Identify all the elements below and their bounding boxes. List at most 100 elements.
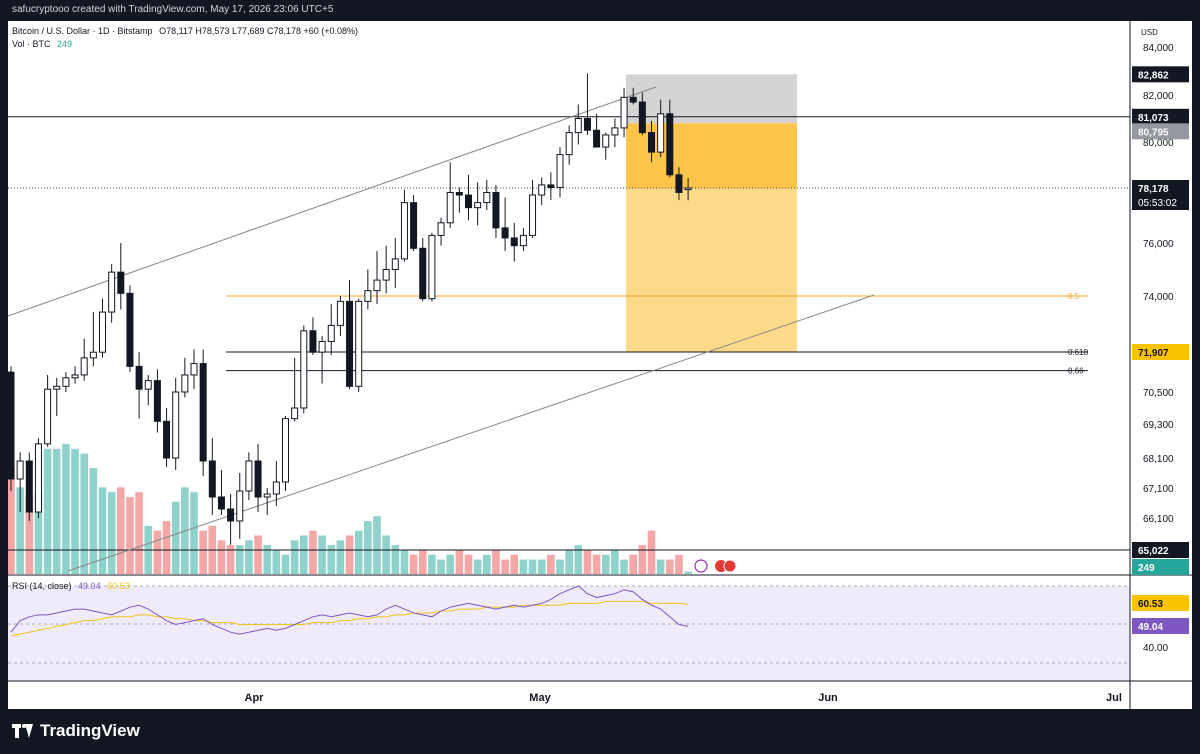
candle-body (318, 340, 326, 353)
channel-lower-line (67, 294, 875, 572)
rsi-legend-value: 49.04 (78, 581, 101, 591)
volume-bar (80, 453, 88, 574)
candle-body (217, 496, 225, 510)
candle-body (483, 192, 491, 204)
volume-bar (52, 448, 61, 574)
volume-bar (611, 549, 619, 574)
volume-bar (354, 530, 363, 574)
volume-bar (666, 559, 674, 574)
price-tick-label: 84,000 (1143, 43, 1174, 54)
ohlc-values: O78,117 H78,573 L77,689 C78,178 +60 (+0.… (159, 26, 359, 36)
volume-bar (62, 444, 70, 574)
candle-body (657, 113, 665, 153)
currency-label: USD (1141, 28, 1158, 37)
candle-body (400, 202, 408, 260)
footer-bar: TradingView (0, 709, 1200, 754)
candle-body (108, 271, 116, 313)
symbol-title[interactable]: Bitcoin / U.S. Dollar · 1D · Bitstamp (12, 26, 153, 36)
candle-body (117, 271, 125, 294)
candle-body (53, 385, 61, 390)
channel-upper-line (8, 86, 657, 317)
hline-price-badge-bg (1132, 108, 1189, 125)
volume-bar (117, 487, 125, 574)
volume-label[interactable]: Vol · BTC (12, 39, 51, 49)
volume-bar (364, 521, 372, 574)
price-tick-label: 68,100 (1143, 454, 1174, 465)
target-price-badge-bg (1132, 66, 1189, 83)
candle-body (245, 460, 253, 492)
rsi-legend[interactable]: RSI (14, close) 49.04 60.53 (12, 581, 130, 591)
brand[interactable]: TradingView (12, 721, 140, 741)
x-axis-label: May (529, 692, 551, 704)
candle-body (620, 96, 628, 129)
volume-bar (583, 549, 592, 574)
rsi-label: RSI (14, close) (12, 581, 72, 591)
volume-bar (98, 487, 107, 574)
candle-body (675, 174, 683, 193)
volume-bar (537, 559, 546, 574)
candle-body (602, 134, 610, 148)
volume-bar (281, 554, 290, 574)
volume-bar (428, 554, 436, 574)
fib-level-label: 0.618 (1068, 348, 1089, 357)
candle-body (373, 279, 381, 292)
volume-bar (620, 559, 628, 574)
x-axis-label: Jun (818, 692, 838, 704)
candle-body (135, 365, 143, 390)
candle-body (629, 96, 637, 103)
rsi-tick-label: 40.00 (1143, 643, 1168, 654)
volume-bar (263, 545, 271, 574)
us-economic-event-icon (715, 560, 727, 572)
candle-body (510, 237, 518, 247)
volume-bar (245, 540, 253, 574)
candle-body (346, 300, 354, 387)
candle-body (336, 300, 344, 326)
volume-bar (629, 554, 637, 574)
volume-bar (254, 535, 262, 574)
rsi-badge-bg (1132, 618, 1189, 634)
candle-body (16, 460, 24, 480)
price-chart[interactable]: 0.5 0.618 0.66 USD 84,000 82,000 80,000 76,000 7… (8, 21, 1192, 709)
volume-bar (190, 492, 198, 574)
candle-body (236, 490, 244, 522)
volume-bar (418, 549, 427, 574)
volume-bar (318, 535, 326, 574)
candle-body (583, 118, 591, 131)
candle-body (80, 357, 88, 376)
volume-bar (601, 554, 610, 574)
candle-body (153, 380, 161, 422)
entry-price-badge-bg (1132, 123, 1189, 140)
volume-bar (89, 468, 98, 574)
candle-body (199, 363, 207, 462)
volume-bar (656, 559, 665, 574)
candle-body (355, 300, 363, 387)
candle-body (44, 388, 52, 445)
candle-body (410, 202, 418, 249)
candle-body (455, 192, 463, 196)
price-tick-label: 67,100 (1143, 484, 1174, 495)
volume-bar (437, 559, 445, 574)
candle-body (556, 154, 564, 188)
last-price-badge: 78,178 (1138, 184, 1169, 195)
price-tick-label: 80,000 (1143, 138, 1174, 149)
candle-body (327, 324, 335, 342)
fib-level-label: 0.66 (1068, 367, 1084, 376)
volume-bar (171, 501, 180, 574)
volume-bar (464, 554, 473, 574)
price-tick-label: 69,300 (1143, 420, 1174, 431)
chart-frame[interactable]: Bitcoin / U.S. Dollar · 1D · Bitstamp O7… (8, 21, 1192, 709)
volume-bar (483, 554, 491, 574)
volume-bar (547, 554, 555, 574)
candle-body (282, 418, 289, 483)
volume-bar (519, 559, 528, 574)
candle-body (208, 460, 216, 498)
candle-body (163, 420, 171, 459)
volume-bar (226, 545, 235, 574)
volume-bar (107, 492, 116, 574)
tradingview-logo-icon (12, 724, 34, 738)
candle-body (574, 118, 582, 134)
candle-body (474, 202, 482, 209)
volume-bar (510, 554, 519, 574)
price-tick-label: 76,000 (1143, 239, 1174, 250)
volume-badge: 249 (1138, 563, 1155, 574)
